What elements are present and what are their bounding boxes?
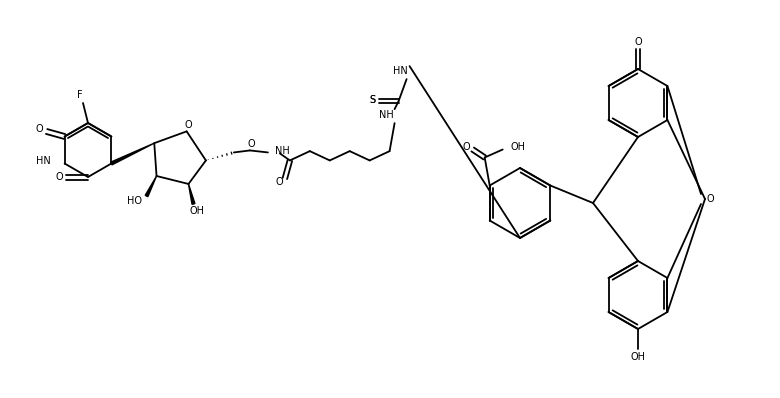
Text: O: O xyxy=(55,172,63,182)
Text: O: O xyxy=(634,37,642,47)
Text: O: O xyxy=(275,178,282,187)
Text: NH: NH xyxy=(275,146,289,156)
Text: NH: NH xyxy=(379,110,394,120)
Text: F: F xyxy=(77,90,83,100)
Text: OH: OH xyxy=(630,352,646,362)
Text: HN: HN xyxy=(393,66,408,76)
Text: S: S xyxy=(370,95,376,105)
Text: O: O xyxy=(706,194,714,204)
Text: O: O xyxy=(185,120,193,131)
Text: O: O xyxy=(247,139,255,149)
Text: O: O xyxy=(36,123,44,133)
Text: S: S xyxy=(370,95,376,105)
Text: OH: OH xyxy=(190,206,205,216)
Polygon shape xyxy=(145,176,157,197)
Text: HN: HN xyxy=(36,156,51,166)
Text: O: O xyxy=(463,142,470,152)
Text: OH: OH xyxy=(511,142,526,152)
Polygon shape xyxy=(111,143,154,165)
Text: HO: HO xyxy=(127,196,142,206)
Polygon shape xyxy=(189,184,195,204)
